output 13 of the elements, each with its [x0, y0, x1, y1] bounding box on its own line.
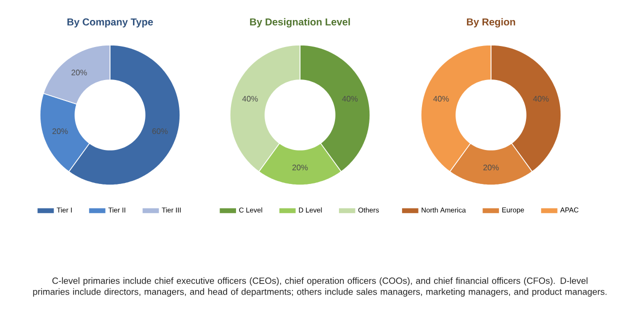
chart-title: By Region [466, 18, 516, 28]
data-label: 40% [342, 96, 358, 102]
chart-title: By Company Type [67, 18, 153, 28]
data-label: 20% [292, 164, 308, 170]
data-label: 40% [533, 96, 549, 102]
data-label: 20% [52, 128, 68, 134]
text: C-level primaries include chief executive officers (CEOs), chief operation officers (COOs), and chief financial officers (CFOs). D-level primaries include directors, managers, and head of departments; others include sales managers, marketing managers, and product managers. [33, 277, 606, 297]
chart-title: By Designation Level [250, 18, 350, 28]
data-label: 60% [152, 128, 168, 134]
data-label: 40% [242, 96, 258, 102]
data-label: 40% [433, 96, 449, 102]
data-label: 20% [483, 164, 499, 170]
data-label: 20% [72, 70, 87, 76]
